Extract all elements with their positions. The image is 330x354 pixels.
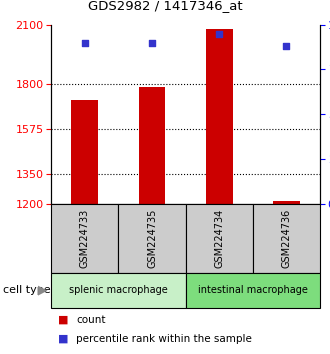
Bar xyxy=(118,204,185,273)
Text: cell type: cell type xyxy=(3,285,51,295)
Bar xyxy=(185,204,253,273)
Text: ■: ■ xyxy=(58,315,68,325)
Text: splenic macrophage: splenic macrophage xyxy=(69,285,168,295)
Text: GSM224736: GSM224736 xyxy=(281,209,291,268)
Bar xyxy=(206,29,233,204)
Point xyxy=(82,40,87,45)
Text: count: count xyxy=(76,315,105,325)
Bar xyxy=(139,87,165,204)
Bar xyxy=(253,204,320,273)
Bar xyxy=(51,273,185,308)
Bar xyxy=(51,204,118,273)
Text: GDS2982 / 1417346_at: GDS2982 / 1417346_at xyxy=(88,0,242,12)
Bar xyxy=(185,273,320,308)
Point xyxy=(284,44,289,49)
Text: ■: ■ xyxy=(58,333,68,344)
Point xyxy=(216,31,222,36)
Bar xyxy=(273,201,300,204)
Text: intestinal macrophage: intestinal macrophage xyxy=(198,285,308,295)
Text: GSM224734: GSM224734 xyxy=(214,209,224,268)
Bar xyxy=(71,100,98,204)
Text: GSM224733: GSM224733 xyxy=(80,209,90,268)
Text: percentile rank within the sample: percentile rank within the sample xyxy=(76,333,252,344)
Point xyxy=(149,40,155,45)
Text: ▶: ▶ xyxy=(38,284,48,297)
Text: GSM224735: GSM224735 xyxy=(147,209,157,268)
